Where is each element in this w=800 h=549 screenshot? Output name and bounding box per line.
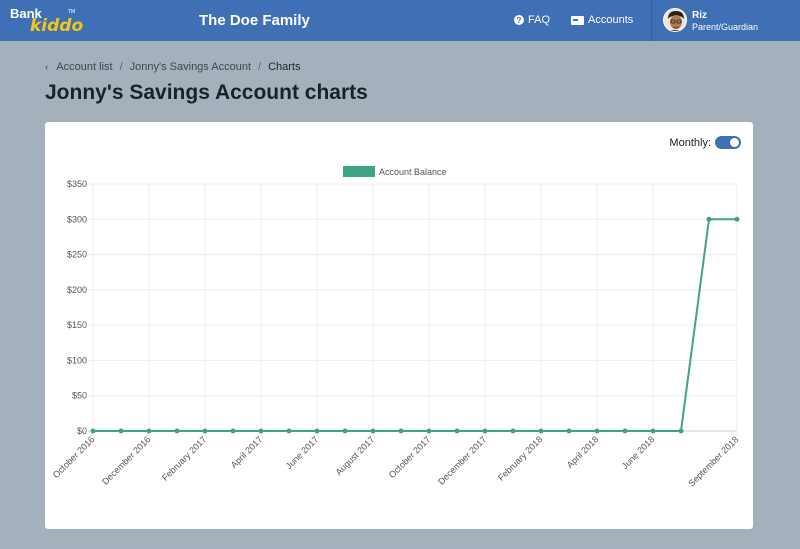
y-tick-label: $50 [72, 391, 87, 401]
x-tick-label: February 2017 [160, 434, 208, 482]
x-tick-label: April 2018 [565, 434, 601, 470]
monthly-toggle-group: Monthly: [669, 136, 741, 149]
series-line-account-balance [93, 218, 737, 432]
breadcrumb-separator: / [258, 61, 262, 73]
x-tick-label: October 2016 [51, 434, 97, 480]
data-point [146, 428, 152, 434]
data-point [230, 428, 236, 434]
question-circle-icon: ? [514, 15, 524, 25]
x-tick-label: August 2017 [334, 434, 377, 477]
chevron-left-icon[interactable]: ‹ [45, 61, 49, 73]
data-point [90, 428, 96, 434]
toggle-knob [730, 138, 739, 147]
nav-accounts-label: Accounts [588, 14, 634, 26]
monthly-label: Monthly: [669, 136, 711, 149]
x-tick-label: June 2018 [620, 434, 657, 471]
avatar [663, 8, 687, 32]
chart-card: $350 $300 $250 $200 $150 $100 $50 $0 October 201… [45, 122, 753, 529]
data-point [258, 428, 264, 434]
data-point [678, 428, 684, 434]
data-point [566, 428, 572, 434]
data-point [202, 428, 208, 434]
nav-faq-label: FAQ [528, 14, 551, 26]
logo-bank-text: Bank [10, 6, 42, 21]
x-tick-label: October 2017 [387, 434, 433, 480]
family-title: The Doe Family [199, 12, 310, 29]
breadcrumb-savings-account[interactable]: Jonny's Savings Account [129, 61, 251, 73]
x-tick-label: December 2017 [436, 434, 488, 486]
data-point [510, 428, 516, 434]
logo-kiddo-text: kiddo [30, 16, 84, 36]
user-role: Parent/Guardian [692, 22, 759, 32]
data-point [286, 428, 292, 434]
breadcrumb-separator: / [119, 61, 123, 73]
y-tick-label: $150 [67, 320, 87, 330]
nav-faq-link[interactable]: ? FAQ [514, 14, 550, 26]
data-point [118, 428, 124, 434]
y-tick-label: $0 [77, 426, 87, 436]
x-tick-label: April 2017 [229, 434, 265, 470]
monthly-toggle[interactable] [715, 136, 741, 149]
logo-trademark: TM [68, 9, 76, 15]
y-tick-label: $250 [67, 250, 87, 260]
top-navbar: Bank kiddo TM The Doe Family ? FAQ Accou… [0, 0, 800, 41]
legend-label: Account Balance [379, 166, 447, 177]
data-point [314, 428, 320, 434]
data-point [482, 428, 488, 434]
data-point [398, 428, 404, 434]
data-point [370, 428, 376, 434]
data-point [174, 428, 180, 434]
data-point [650, 428, 656, 434]
breadcrumb: ‹ Account list / Jonny's Savings Account… [45, 61, 300, 73]
legend-swatch [343, 166, 375, 177]
breadcrumb-current: Charts [268, 61, 301, 73]
data-point [426, 428, 432, 434]
data-point [594, 428, 600, 434]
data-point [342, 428, 348, 434]
data-point [734, 216, 740, 222]
y-tick-label: $300 [67, 214, 87, 224]
data-point [706, 216, 712, 222]
x-tick-label: June 2017 [284, 434, 321, 471]
x-tick-label: December 2016 [100, 434, 152, 486]
data-point [622, 428, 628, 434]
data-point [538, 428, 544, 434]
user-menu[interactable]: Riz Parent/Guardian [651, 0, 800, 41]
breadcrumb-account-list[interactable]: Account list [56, 61, 113, 73]
page-title: Jonny's Savings Account charts [45, 81, 368, 104]
y-tick-label: $200 [67, 285, 87, 295]
y-tick-label: $350 [67, 179, 87, 189]
data-point [454, 428, 460, 434]
chart-legend[interactable]: Account Balance [343, 166, 447, 177]
x-tick-label: September 2018 [686, 434, 740, 488]
id-card-icon [571, 15, 584, 25]
nav-accounts-link[interactable]: Accounts [571, 14, 633, 26]
bankkiddo-logo[interactable]: Bank kiddo TM [10, 6, 84, 36]
user-name: Riz [692, 10, 707, 21]
y-tick-label: $100 [67, 355, 87, 365]
x-tick-label: February 2018 [496, 434, 544, 482]
